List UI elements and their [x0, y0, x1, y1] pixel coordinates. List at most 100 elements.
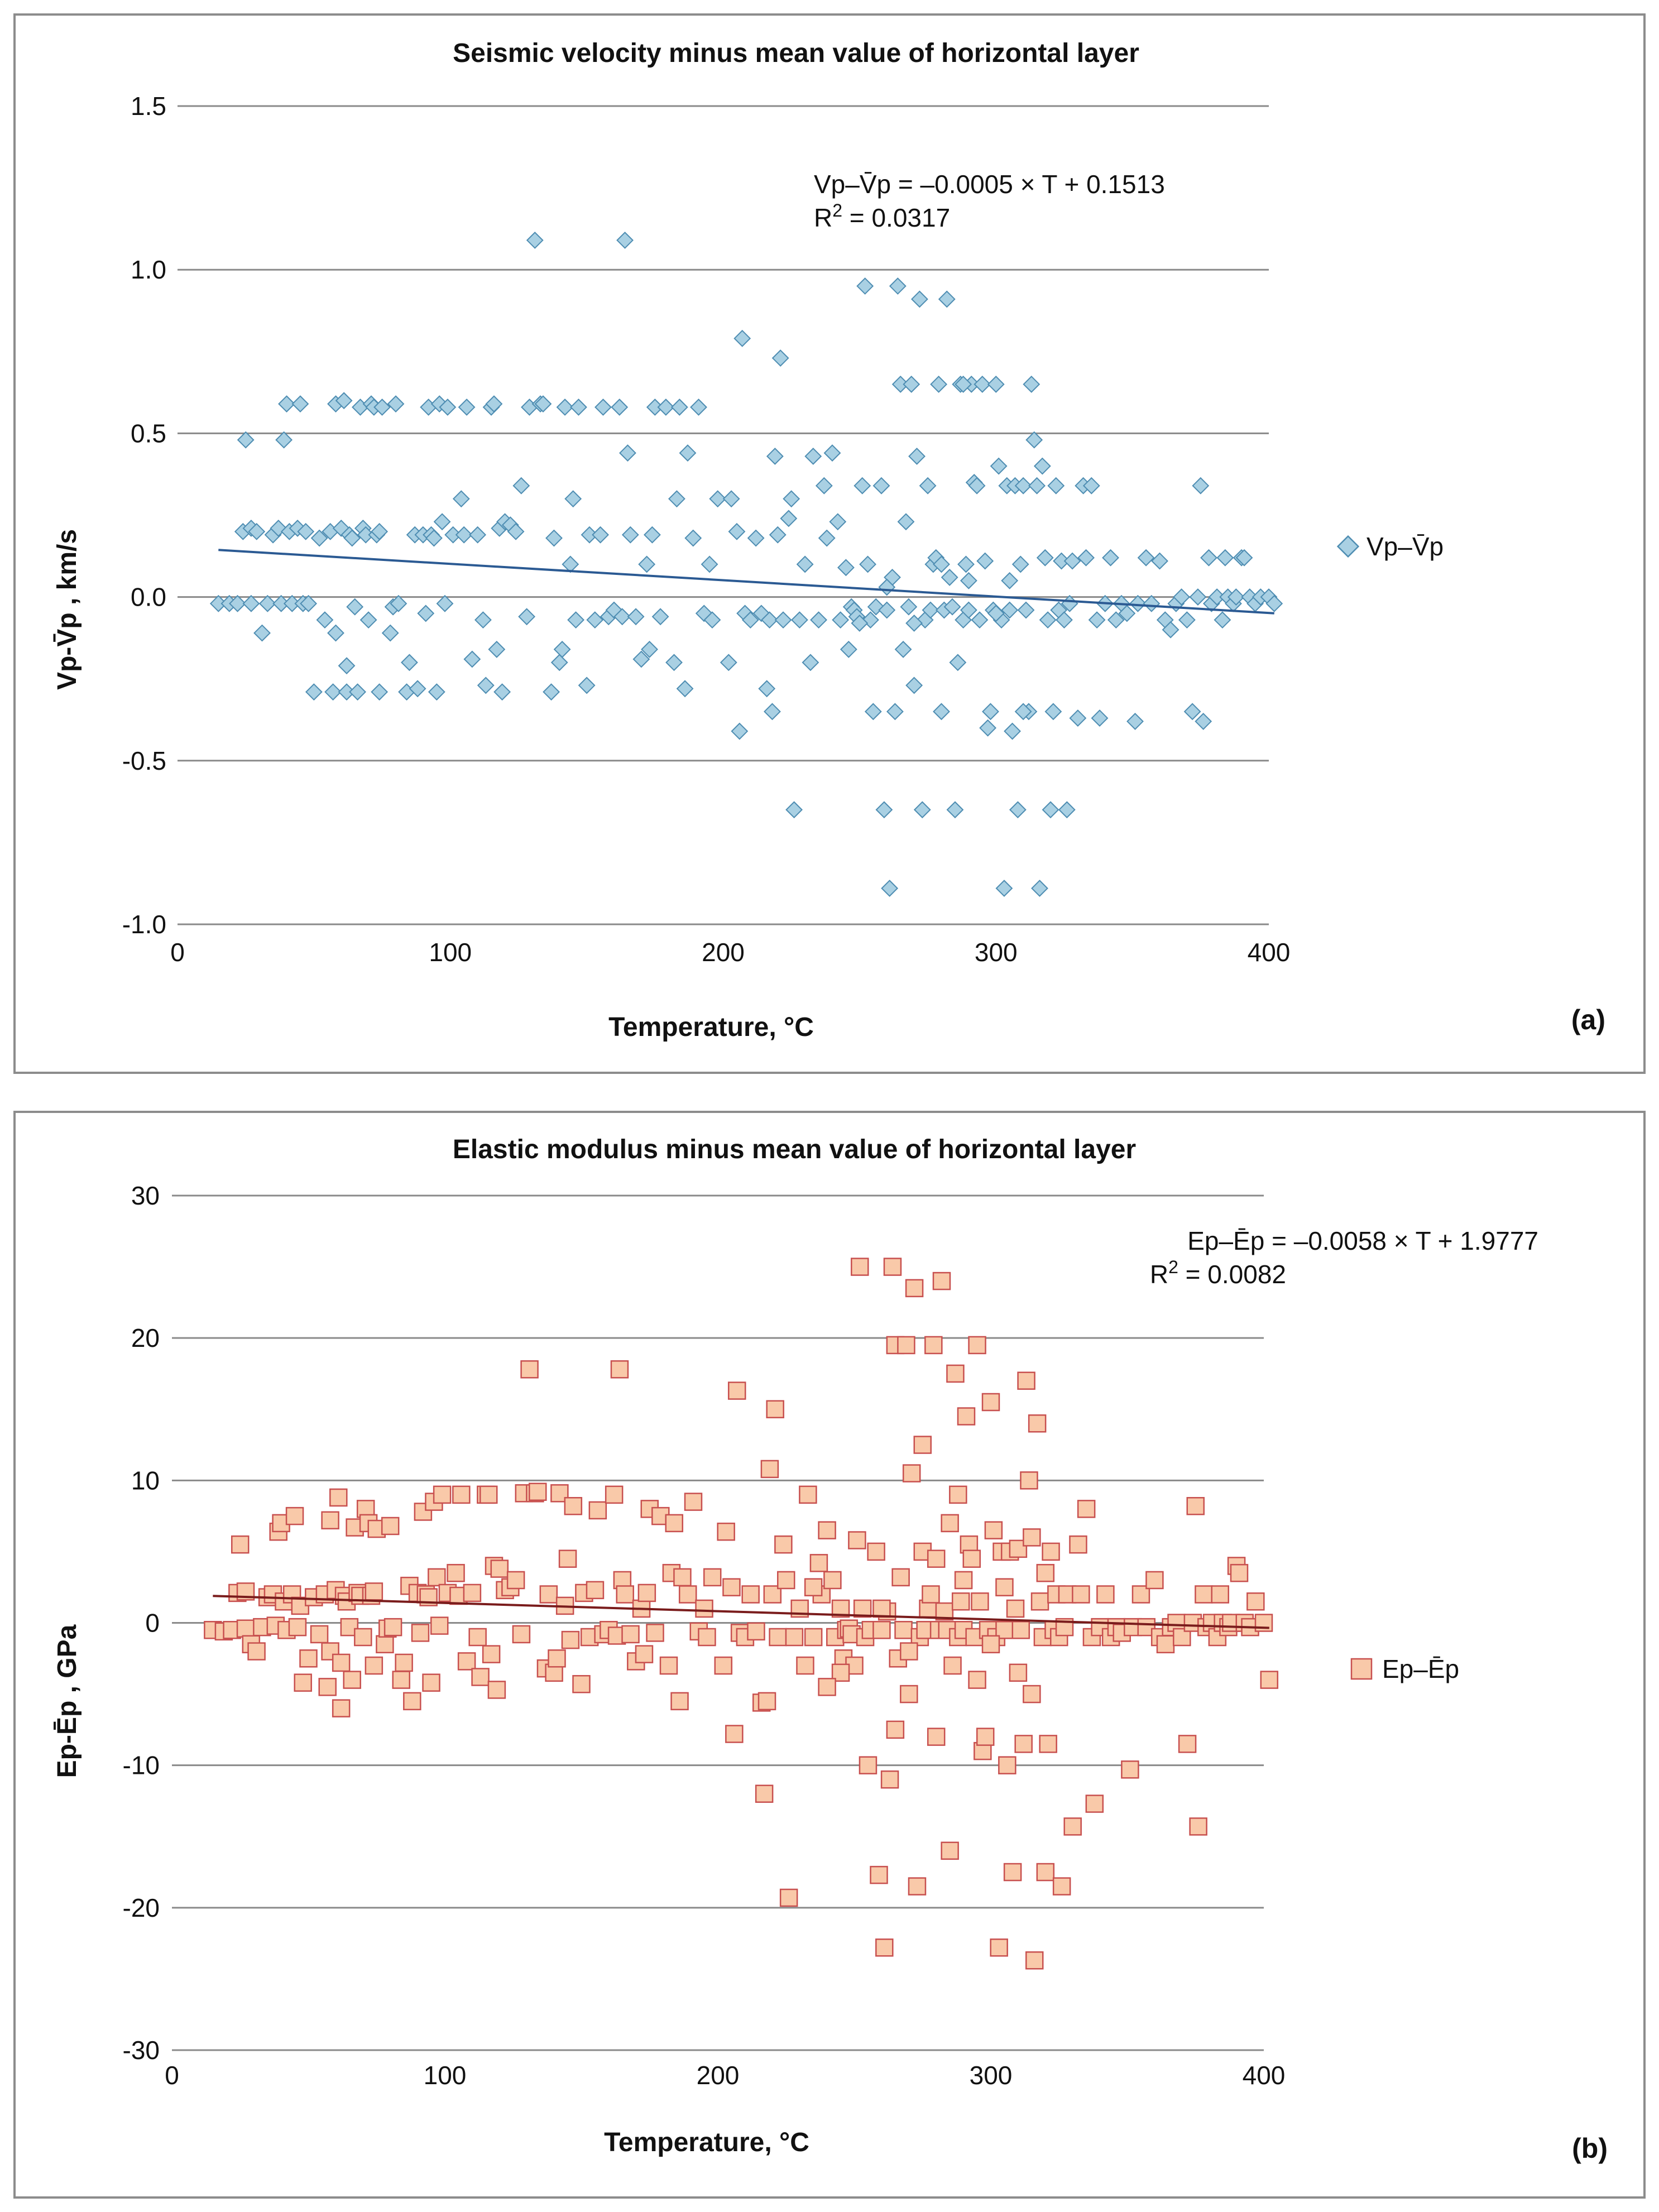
data-point [949, 1485, 967, 1504]
data-point [329, 1488, 348, 1507]
data-point [960, 572, 977, 589]
chart-b-x-ticks: 0 100 200 300 400 [165, 2061, 1285, 2090]
data-point [376, 1635, 394, 1654]
data-point [815, 477, 833, 495]
chart-b-trendline [213, 1595, 1269, 1629]
data-point [769, 1628, 787, 1647]
data-point [556, 399, 574, 416]
chart-a-trendline [218, 549, 1274, 615]
data-point [995, 880, 1013, 897]
data-point [900, 1642, 918, 1661]
y-tick-label: 0.5 [131, 419, 166, 448]
data-point [1014, 703, 1032, 721]
data-point [955, 376, 972, 393]
data-point [818, 1678, 836, 1696]
data-point [703, 611, 721, 629]
data-point [900, 1685, 918, 1704]
data-point [1009, 1539, 1028, 1558]
data-point [741, 1585, 760, 1604]
data-point [586, 611, 604, 629]
data-point [482, 1645, 501, 1663]
data-point [493, 683, 511, 701]
y-tick-label: 0 [145, 1609, 160, 1638]
data-point [933, 703, 950, 721]
data-point [902, 1464, 921, 1482]
data-point [859, 555, 876, 573]
y-tick-label: -1.0 [122, 910, 166, 939]
data-point [354, 1628, 372, 1647]
x-tick-label: 300 [975, 938, 1018, 967]
data-point [548, 1649, 566, 1668]
data-point [365, 1656, 383, 1675]
x-tick-label: 400 [1243, 2061, 1286, 2090]
data-point [764, 703, 781, 721]
data-point [954, 1571, 973, 1590]
data-point [392, 1671, 411, 1689]
data-point [572, 1674, 591, 1693]
chart-a-y-label: Vp-V̄p , km/s [52, 529, 82, 690]
data-point [981, 1393, 1000, 1412]
data-point [543, 683, 560, 701]
chart-a-r2: R2 = 0.0317 [814, 200, 950, 232]
data-point [1033, 457, 1051, 475]
data-point [761, 611, 779, 629]
data-point [1183, 703, 1201, 721]
data-point [982, 703, 999, 721]
data-point [924, 1336, 943, 1355]
chart-b-equation: Ep–Ēp = –0.0058 × T + 1.9777 [1187, 1226, 1538, 1255]
data-point [922, 601, 939, 619]
data-point [823, 1571, 842, 1590]
data-point [1052, 1877, 1071, 1896]
data-point [430, 1616, 449, 1635]
data-point [487, 1681, 506, 1699]
data-point [676, 680, 694, 698]
data-point [1039, 611, 1057, 629]
data-point [1017, 601, 1035, 619]
data-point [469, 526, 487, 544]
data-point [411, 1624, 430, 1642]
data-point [1014, 1735, 1033, 1753]
chart-b-panel-label: (b) [1572, 2133, 1608, 2164]
data-point [927, 1549, 946, 1568]
data-point [976, 1728, 995, 1746]
data-point [512, 477, 530, 495]
chart-b-legend-marker [1350, 1658, 1373, 1680]
data-point [1227, 588, 1245, 606]
chart-a-title: Seismic velocity minus mean value of hor… [453, 39, 1139, 68]
data-point [771, 349, 789, 367]
data-point [837, 559, 855, 577]
data-point [512, 1625, 531, 1644]
data-point [518, 608, 536, 626]
data-point [310, 529, 328, 547]
y-tick-label: -30 [123, 2036, 160, 2065]
chart-a-x-ticks: 0 100 200 300 400 [170, 938, 1290, 967]
data-point [1047, 477, 1065, 495]
data-point [343, 1671, 361, 1689]
data-point [1006, 1599, 1025, 1618]
data-point [910, 290, 928, 308]
data-point [853, 1599, 872, 1618]
data-point [1036, 1863, 1055, 1882]
data-point [1200, 549, 1217, 567]
data-point [1025, 1951, 1044, 1970]
data-point [1091, 709, 1109, 727]
data-point [878, 601, 896, 619]
data-point [684, 529, 702, 547]
x-tick-label: 100 [429, 938, 472, 967]
chart-a-legend: Vp–V̄p [1336, 532, 1444, 561]
data-point [318, 1678, 337, 1696]
data-point [237, 431, 255, 449]
data-point [941, 569, 958, 586]
data-point [741, 611, 759, 629]
data-point [941, 1514, 959, 1533]
data-point [728, 522, 746, 540]
data-point [848, 1531, 866, 1549]
data-point [1118, 604, 1136, 622]
y-tick-label: -0.5 [122, 746, 166, 775]
data-point [760, 1460, 779, 1479]
data-point [976, 552, 994, 570]
data-point [651, 608, 669, 626]
data-point [804, 1578, 823, 1596]
data-point [1069, 709, 1087, 727]
data-point [1211, 1585, 1230, 1604]
